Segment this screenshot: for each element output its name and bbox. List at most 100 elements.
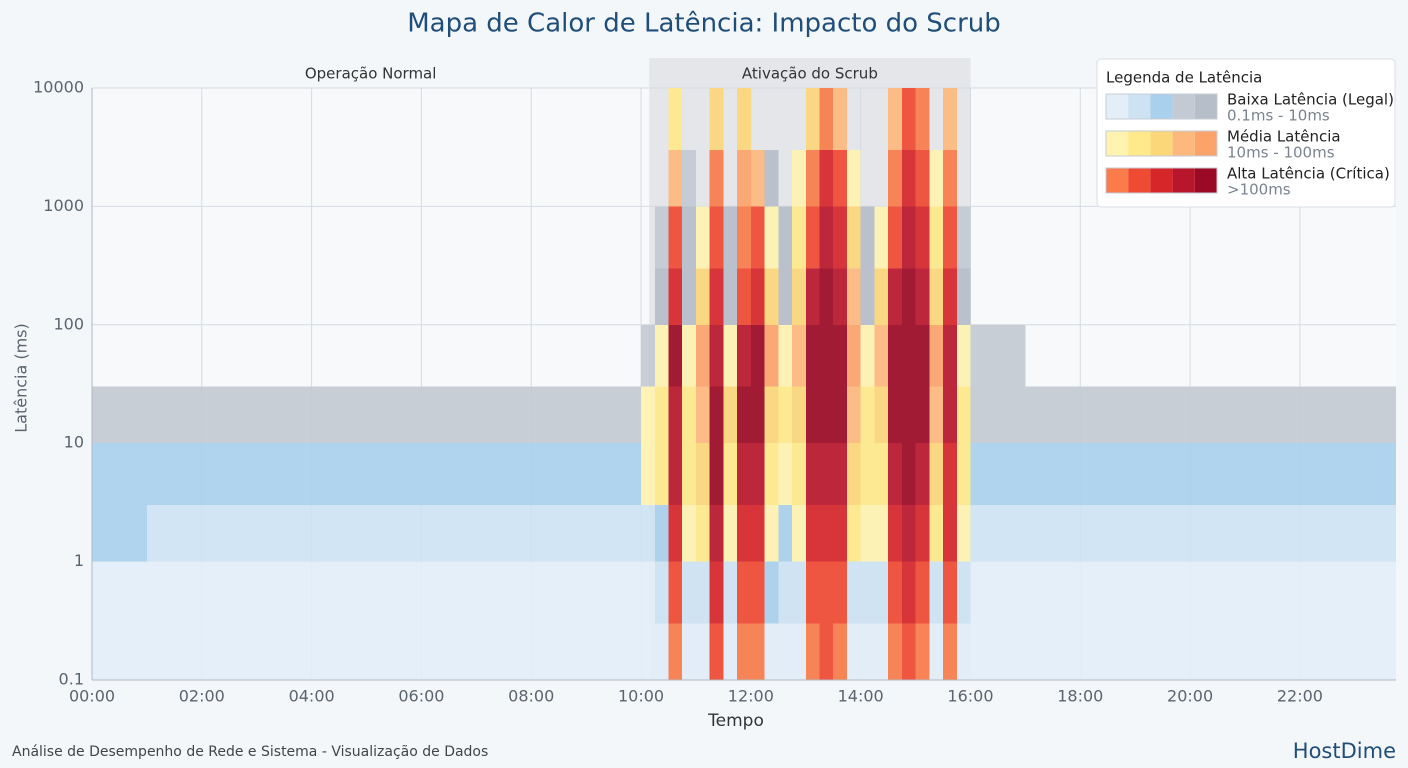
heat-cell xyxy=(586,623,642,680)
heat-cell xyxy=(764,623,779,680)
heat-cell xyxy=(915,88,930,150)
heat-cell xyxy=(709,386,724,444)
heat-cell xyxy=(819,149,834,207)
heat-cell xyxy=(311,505,367,562)
legend-swatch xyxy=(1128,168,1151,193)
heat-cell xyxy=(1190,561,1246,624)
heat-cell xyxy=(929,623,944,680)
heat-cell xyxy=(901,88,916,150)
heat-cell xyxy=(641,561,655,624)
heat-cell xyxy=(860,324,875,387)
heat-cell xyxy=(668,324,683,387)
x-tick-label: 16:00 xyxy=(947,687,993,706)
heat-cell xyxy=(764,149,779,207)
heat-cell xyxy=(668,88,683,150)
heat-cell xyxy=(1080,386,1136,444)
heat-cell xyxy=(888,561,902,624)
legend-title: Legenda de Latência xyxy=(1106,69,1262,87)
heat-cell xyxy=(929,561,944,624)
x-tick-label: 04:00 xyxy=(289,687,335,706)
heat-cell xyxy=(833,623,847,680)
heat-cell xyxy=(695,206,710,269)
heat-cell xyxy=(888,443,902,506)
heat-cell xyxy=(654,268,669,325)
heat-cell xyxy=(888,149,902,207)
heat-cell xyxy=(1190,505,1246,562)
heat-cell xyxy=(764,206,779,269)
heat-cell xyxy=(846,561,861,624)
heat-cell xyxy=(915,149,930,207)
heat-cell xyxy=(366,623,422,680)
heat-cell xyxy=(668,443,683,506)
heat-cell xyxy=(874,386,889,444)
heat-cell xyxy=(956,324,971,387)
heat-cell xyxy=(901,206,916,269)
legend-swatch xyxy=(1106,94,1129,119)
region-label: Operação Normal xyxy=(305,65,437,83)
heat-cell xyxy=(641,386,655,444)
heat-cell xyxy=(846,623,861,680)
heat-cell xyxy=(874,268,889,325)
heat-cell xyxy=(682,206,696,269)
heat-cell xyxy=(709,505,724,562)
heat-cell xyxy=(792,561,806,624)
heat-cell xyxy=(846,505,861,562)
heat-cell xyxy=(764,505,779,562)
heat-cell xyxy=(737,623,751,680)
heat-cell xyxy=(668,206,683,269)
heat-cell xyxy=(421,386,477,444)
heat-cell xyxy=(1025,386,1081,444)
heat-cell xyxy=(723,561,738,624)
heat-cell xyxy=(531,443,587,506)
heat-cell xyxy=(641,324,655,387)
heat-cell xyxy=(943,88,957,150)
heat-cell xyxy=(654,505,669,562)
heat-cell xyxy=(654,386,669,444)
heat-cell xyxy=(805,206,820,269)
x-tick-label: 14:00 xyxy=(838,687,884,706)
heat-cell xyxy=(805,88,820,150)
heat-cell xyxy=(723,623,738,680)
heat-cell xyxy=(146,443,202,506)
heat-cell xyxy=(901,268,916,325)
heat-cell xyxy=(476,505,532,562)
heat-cell xyxy=(819,324,834,387)
heat-cell xyxy=(737,505,751,562)
heat-cell xyxy=(901,386,916,444)
legend-range: 0.1ms - 10ms xyxy=(1227,107,1330,125)
heat-cell xyxy=(654,561,669,624)
x-tick-label: 18:00 xyxy=(1057,687,1103,706)
region-header xyxy=(649,58,971,88)
heat-cell xyxy=(860,268,875,325)
heat-cell xyxy=(586,561,642,624)
legend-swatch xyxy=(1106,168,1129,193)
heat-cell xyxy=(1354,386,1396,444)
heat-cell xyxy=(929,324,944,387)
heat-cell xyxy=(1299,443,1355,506)
heat-cell xyxy=(682,324,696,387)
heat-cell xyxy=(819,206,834,269)
legend-entry: Média Latência xyxy=(1227,128,1341,146)
x-tick-label: 08:00 xyxy=(508,687,554,706)
heat-cell xyxy=(1190,386,1246,444)
heat-cell xyxy=(874,443,889,506)
heat-cell xyxy=(956,268,971,325)
x-tick-label: 20:00 xyxy=(1167,687,1213,706)
heat-cell xyxy=(860,443,875,506)
heat-cell xyxy=(819,268,834,325)
heat-cell xyxy=(943,561,957,624)
heat-cell xyxy=(778,623,793,680)
heat-cell xyxy=(943,505,957,562)
heat-cell xyxy=(901,324,916,387)
heat-cell xyxy=(1354,443,1396,506)
heat-cell xyxy=(695,443,710,506)
heat-cell xyxy=(682,268,696,325)
heat-cell xyxy=(805,149,820,207)
heat-cell xyxy=(846,324,861,387)
y-tick-label: 1 xyxy=(74,551,84,570)
heat-cell xyxy=(709,149,724,207)
heat-cell xyxy=(1299,386,1355,444)
heat-cell xyxy=(750,149,765,207)
heat-cell xyxy=(256,623,312,680)
heat-cell xyxy=(819,386,834,444)
